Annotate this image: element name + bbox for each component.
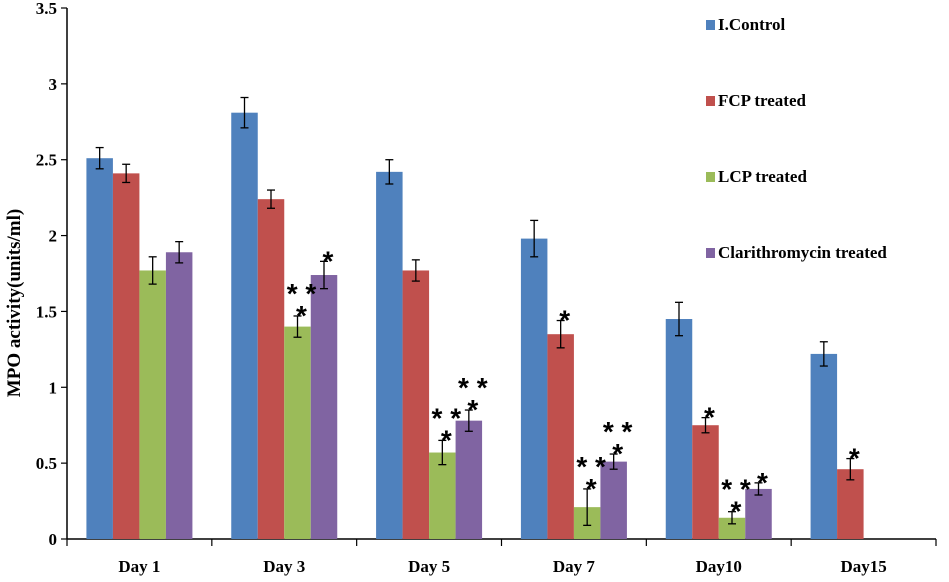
significance-marker: * [757,467,768,498]
bar-lcp-treated-1 [284,326,311,539]
bar-clarithromycin-treated-3 [600,461,627,539]
bar-i-control-3 [520,238,548,539]
x-category-label: Day 7 [553,557,596,576]
bar-clarithromycin-treated-1 [310,275,338,539]
bar-fcp-treated-3 [547,334,574,539]
x-category-label: Day 1 [118,557,160,576]
bar-i-control-1 [231,112,258,539]
legend-swatch [706,96,715,106]
bar-i-control-0 [86,158,113,539]
significance-marker: * [731,496,742,527]
x-category-label: Day 5 [408,557,450,576]
y-axis-title: MPO activity(units/ml) [4,209,25,397]
y-tick-label: 2.5 [36,151,57,170]
y-tick-label: 0.5 [36,454,57,473]
significance-marker: * [323,245,334,276]
significance-marker: * [612,438,623,469]
bar-lcp-treated-4 [718,517,746,539]
legend-swatch [706,172,715,182]
bar-clarithromycin-treated-0 [165,252,193,539]
y-tick-label: 0 [49,530,58,549]
x-category-label: Day15 [840,557,886,576]
significance-marker: * * [458,372,488,403]
legend-label: FCP treated [718,91,807,110]
legend-swatch [706,20,715,30]
bar-lcp-treated-2 [429,452,456,539]
significance-marker: * * [287,278,317,309]
bar-fcp-treated-4 [692,425,719,539]
bar-fcp-treated-1 [257,199,285,539]
bar-clarithromycin-treated-4 [745,488,772,539]
bar-fcp-treated-2 [402,270,430,539]
significance-marker: * [467,394,478,425]
legend-label: LCP treated [718,167,807,186]
bar-i-control-2 [376,171,403,539]
legend-label: I.Control [718,15,785,34]
legend-label: Clarithromycin treated [718,243,887,262]
y-tick-label: 1 [49,378,58,397]
significance-marker: * [849,443,860,474]
bar-i-control-4 [665,319,693,539]
y-tick-label: 1.5 [36,302,57,321]
significance-marker: * * [721,474,751,505]
significance-marker: * [296,300,307,331]
significance-marker: * * [432,402,462,433]
significance-marker: * * [603,416,633,447]
bar-lcp-treated-0 [139,270,166,539]
significance-marker: * [704,402,715,433]
bar-fcp-treated-5 [837,469,864,539]
significance-marker: * [586,473,597,504]
bar-i-control-5 [810,353,838,539]
bar-clarithromycin-treated-2 [455,420,483,539]
significance-marker: * [559,305,570,336]
x-category-label: Day10 [696,557,742,576]
bar-fcp-treated-0 [112,173,140,539]
significance-marker: * [441,424,452,455]
significance-marker: * * [576,451,606,482]
x-category-label: Day 3 [263,557,305,576]
y-tick-label: 3 [49,75,58,94]
legend-swatch [706,248,715,258]
y-tick-label: 2 [49,227,58,246]
y-tick-label: 3.5 [36,0,57,18]
